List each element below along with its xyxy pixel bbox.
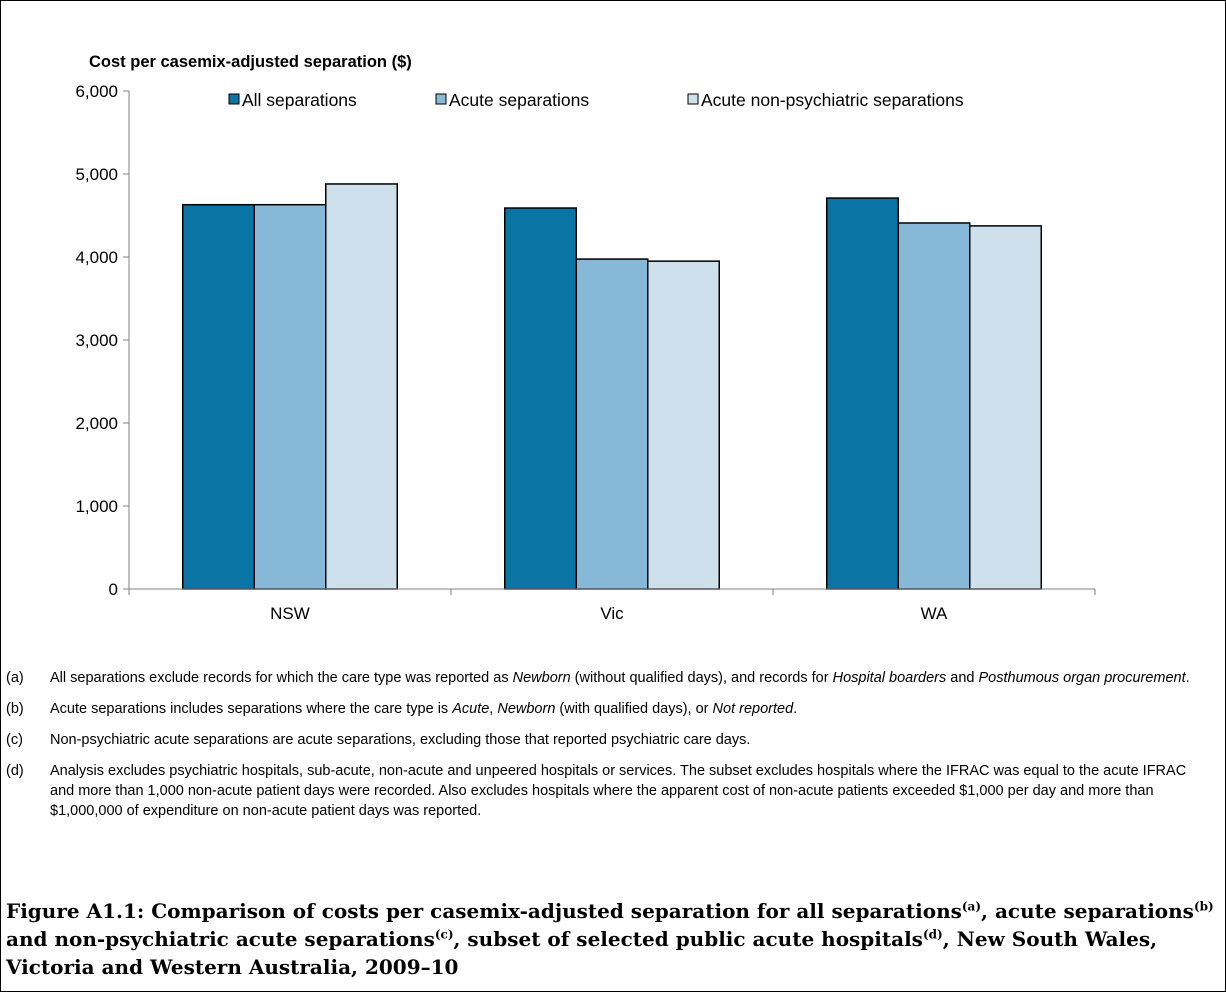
- caption-footnote-ref: (c): [435, 927, 454, 941]
- bars-group: [183, 184, 1042, 589]
- y-tick-label: 2,000: [75, 414, 118, 433]
- legend-label: Acute non-psychiatric separations: [701, 90, 964, 110]
- legend-label: Acute separations: [449, 90, 589, 110]
- caption-footnote-ref: (b): [1194, 899, 1214, 913]
- caption-text: Figure A1.1: Comparison of costs per cas…: [6, 899, 962, 923]
- y-tick-label: 4,000: [75, 248, 118, 267]
- footnote: (b) Acute separations includes separation…: [36, 699, 1196, 719]
- footnote: (d) Analysis excludes psychiatric hospita…: [36, 761, 1196, 821]
- y-tick-label: 0: [109, 580, 118, 599]
- chart-title: Cost per casemix-adjusted separation ($): [89, 53, 412, 71]
- footnote-italic-text: Acute: [452, 701, 489, 717]
- footnote-text: All separations exclude records for whic…: [50, 668, 1196, 688]
- footnote-text-run: All separations exclude records for whic…: [50, 670, 513, 686]
- x-tick-label: Vic: [600, 604, 624, 623]
- footnote-text: Acute separations includes separations w…: [50, 699, 1196, 719]
- bar-nsw-series-2: [254, 205, 326, 589]
- footnote-text: Non-psychiatric acute separations are ac…: [50, 730, 1196, 750]
- footnote-italic-text: Posthumous organ procurement: [979, 670, 1186, 686]
- footnote-text-run: .: [1186, 670, 1190, 686]
- bar-wa-series-1: [827, 198, 899, 589]
- footnote-italic-text: Newborn: [513, 670, 571, 686]
- y-tick-label: 6,000: [75, 82, 118, 101]
- caption-footnote-ref: (d): [923, 927, 943, 941]
- bar-vic-series-2: [576, 259, 648, 589]
- footnote-italic-text: Hospital boarders: [833, 670, 947, 686]
- footnote: (a) All separations exclude records for w…: [36, 668, 1196, 688]
- footnote-italic-text: Not reported: [713, 701, 794, 717]
- footnote: (c) Non-psychiatric acute separations are…: [36, 730, 1196, 750]
- bar-nsw-series-3: [326, 184, 398, 589]
- footnote-label: (b): [6, 699, 50, 719]
- footnote-label: (d): [6, 761, 50, 821]
- caption-footnote-ref: (a): [962, 899, 981, 913]
- y-tick-label: 5,000: [75, 165, 118, 184]
- footnote-label: (c): [6, 730, 50, 750]
- caption-text: , acute separations: [981, 899, 1194, 923]
- footnote-italic-text: Newborn: [497, 701, 555, 717]
- footnotes: (a) All separations exclude records for w…: [36, 668, 1196, 832]
- bar-nsw-series-1: [183, 205, 255, 589]
- footnote-text-run: Analysis excludes psychiatric hospitals,…: [50, 763, 1186, 819]
- bar-wa-series-3: [970, 226, 1042, 589]
- bar-vic-series-1: [505, 208, 577, 589]
- footnote-text-run: .: [793, 701, 797, 717]
- figure-caption: Figure A1.1: Comparison of costs per cas…: [6, 897, 1216, 981]
- legend-label: All separations: [242, 90, 357, 110]
- y-axis: 0 1,000 2,000 3,000 4,000 5,000 6,000: [75, 82, 129, 599]
- bar-vic-series-3: [648, 261, 720, 589]
- legend-swatch: [688, 94, 698, 104]
- y-tick-label: 1,000: [75, 497, 118, 516]
- bar-wa-series-2: [898, 223, 970, 589]
- x-tick-label: WA: [921, 604, 948, 623]
- x-tick-label: NSW: [270, 604, 310, 623]
- bar-chart: Cost per casemix-adjusted separation ($)…: [0, 0, 1226, 660]
- footnote-text: Analysis excludes psychiatric hospitals,…: [50, 761, 1196, 821]
- footnote-text-run: (with qualified days), or: [555, 701, 712, 717]
- footnote-text-run: Acute separations includes separations w…: [50, 701, 452, 717]
- chart-legend: All separations Acute separations Acute no…: [229, 90, 964, 110]
- legend-swatch: [229, 94, 239, 104]
- footnote-text-run: Non-psychiatric acute separations are ac…: [50, 732, 750, 748]
- y-tick-label: 3,000: [75, 331, 118, 350]
- x-axis: NSW Vic WA: [129, 589, 1095, 623]
- legend-swatch: [436, 94, 446, 104]
- footnote-text-run: (without qualified days), and records fo…: [571, 670, 833, 686]
- footnote-label: (a): [6, 668, 50, 688]
- caption-text: , subset of selected public acute hospit…: [454, 927, 923, 951]
- caption-text: and non-psychiatric acute separations: [6, 927, 435, 951]
- footnote-text-run: and: [946, 670, 978, 686]
